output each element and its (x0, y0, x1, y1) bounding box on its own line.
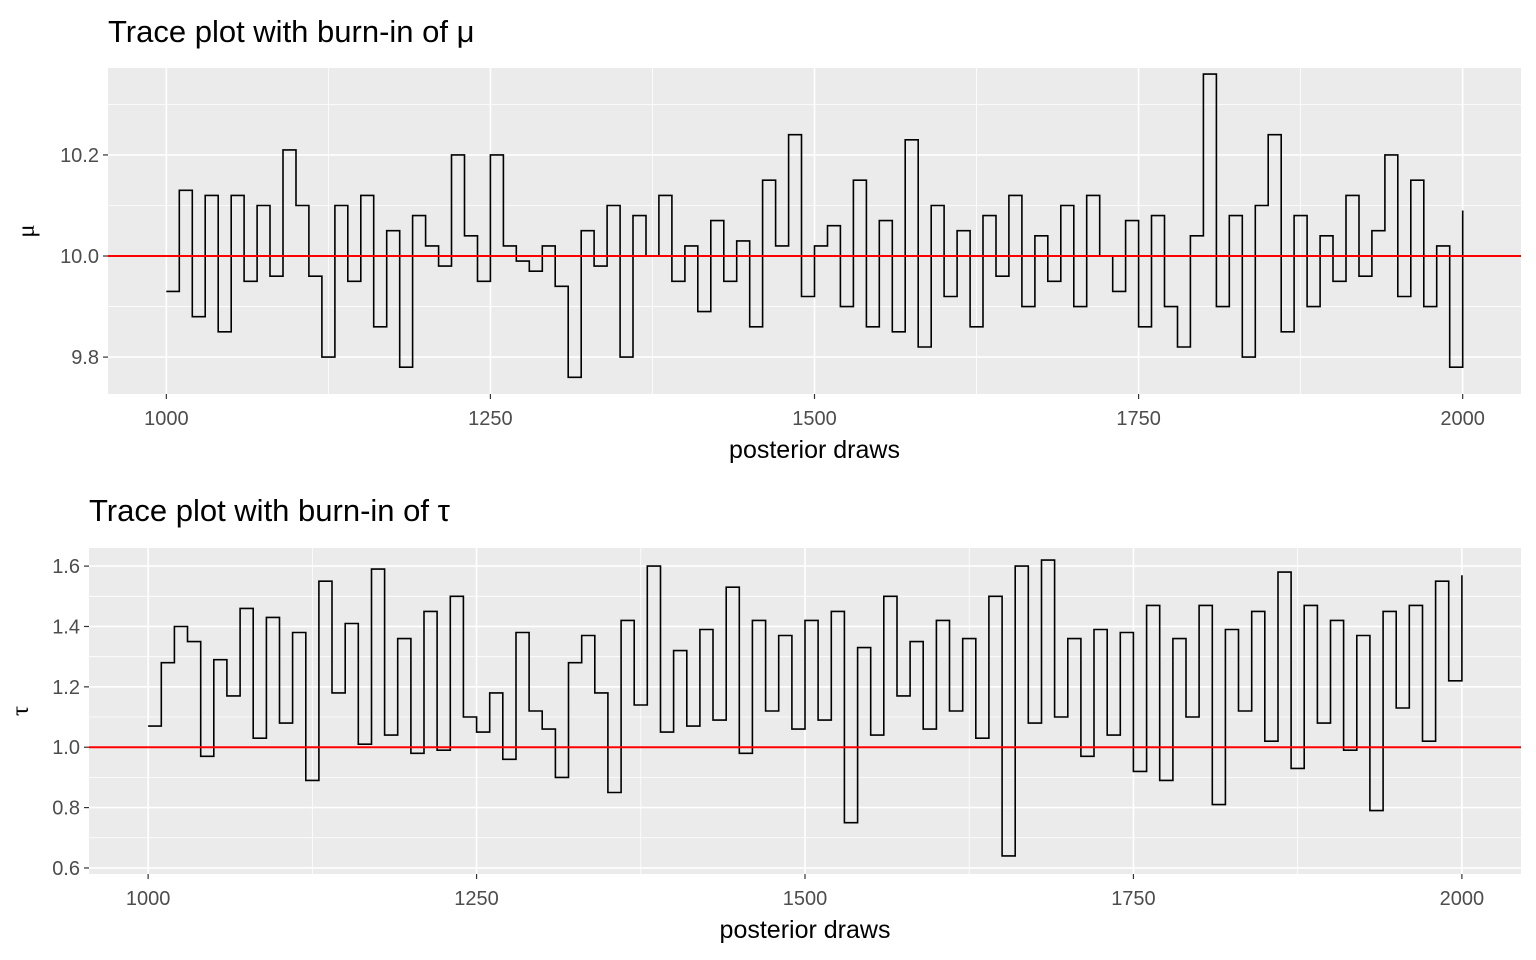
x-tick-label: 1750 (1111, 888, 1156, 910)
y-tick-label: 0.6 (52, 858, 80, 880)
x-tick-label: 1000 (144, 408, 189, 430)
plot-mu: Trace plot with burn-in of μ 9.8 10.0 10.2… (13, 14, 1521, 464)
x-tick-label: 2000 (1440, 408, 1485, 430)
x-tick-label: 1250 (468, 408, 513, 430)
y-tick-label: 1.0 (52, 737, 80, 759)
y-tick-label: 1.4 (52, 616, 80, 638)
x-ticks-tau: 1000 1250 1500 1750 2000 (126, 874, 1484, 910)
x-ticks-mu: 1000 1250 1500 1750 2000 (144, 394, 1485, 430)
y-tick-label: 10.0 (60, 246, 99, 268)
trace-line-tau (148, 559, 1463, 857)
x-tick-label: 1500 (783, 888, 828, 910)
y-ticks-mu: 9.8 10.0 10.2 (60, 145, 108, 369)
trace-line-mu (166, 73, 1464, 379)
x-axis-label-mu: posterior draws (729, 436, 900, 464)
x-tick-label: 2000 (1440, 888, 1485, 910)
y-axis-label-tau: τ (7, 706, 34, 716)
x-tick-label: 1250 (454, 888, 499, 910)
x-tick-label: 1000 (126, 888, 171, 910)
plot-title-mu: Trace plot with burn-in of μ (108, 14, 474, 49)
x-tick-label: 1750 (1116, 408, 1161, 430)
y-tick-label: 10.2 (60, 145, 99, 167)
y-tick-label: 1.6 (52, 556, 80, 578)
plot-tau: Trace plot with burn-in of τ 0.6 0.8 1.0 1.… (7, 493, 1521, 944)
x-axis-label-tau: posterior draws (720, 916, 891, 944)
y-tick-label: 9.8 (71, 347, 99, 369)
y-tick-label: 0.8 (52, 798, 80, 820)
y-ticks-tau: 0.6 0.8 1.0 1.2 1.4 1.6 (52, 556, 89, 880)
y-axis-label-mu: μ (13, 224, 40, 237)
y-tick-label: 1.2 (52, 677, 80, 699)
plot-title-tau: Trace plot with burn-in of τ (89, 493, 450, 528)
x-tick-label: 1500 (792, 408, 837, 430)
